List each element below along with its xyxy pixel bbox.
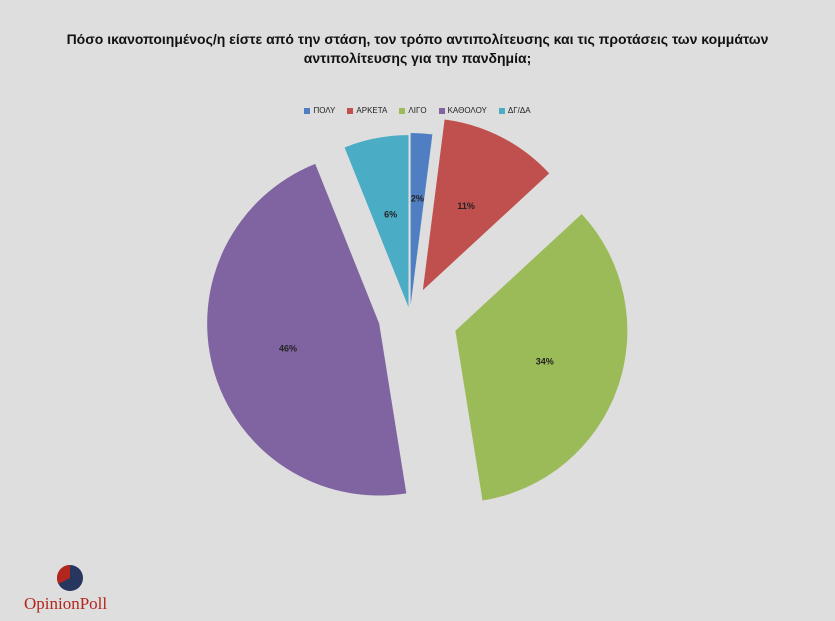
legend-label-1: ΑΡΚΕΤΑ xyxy=(356,106,388,115)
legend-item-3: ΚΑΘΟΛΟΥ xyxy=(438,106,487,115)
pie-slice-1 xyxy=(422,119,550,291)
slice-label-1: 11% xyxy=(457,201,475,211)
legend-swatch-1 xyxy=(347,107,354,114)
slice-label-4: 6% xyxy=(384,209,397,219)
slice-label-0: 2% xyxy=(411,194,424,204)
slice-label-3: 46% xyxy=(279,344,297,354)
opinionpoll-logo: OpinionPoll xyxy=(24,564,134,616)
legend-swatch-0 xyxy=(304,107,311,114)
legend-item-2: ΛΙΓΟ xyxy=(399,106,427,115)
legend-swatch-2 xyxy=(399,107,406,114)
legend-label-0: ΠΟΛΥ xyxy=(313,106,336,115)
legend-item-1: ΑΡΚΕΤΑ xyxy=(347,106,387,115)
chart-legend: ΠΟΛΥ ΑΡΚΕΤΑ ΛΙΓΟ ΚΑΘΟΛΟΥ ΔΓ/ΔΑ xyxy=(0,106,835,115)
chart-title: Πόσο ικανοποιημένος/η είστε από την στάσ… xyxy=(40,30,795,68)
legend-swatch-4 xyxy=(498,107,505,114)
pie-slice-3 xyxy=(207,163,407,496)
legend-label-3: ΚΑΘΟΛΟΥ xyxy=(447,106,487,115)
opinionpoll-logo-mark-icon xyxy=(56,565,83,591)
chart-title-line-1: Πόσο ικανοποιημένος/η είστε από την στάσ… xyxy=(66,31,769,47)
slice-label-2: 34% xyxy=(536,357,554,367)
legend-item-4: ΔΓ/ΔΑ xyxy=(498,106,531,115)
legend-label-4: ΔΓ/ΔΑ xyxy=(507,106,531,115)
pie-slice-0 xyxy=(410,133,433,306)
logo-text: OpinionPoll xyxy=(24,594,108,613)
legend-label-2: ΛΙΓΟ xyxy=(408,106,427,115)
pie-slice-4 xyxy=(344,135,409,308)
pie-slice-2 xyxy=(455,213,628,501)
chart-title-line-2: αντιπολίτευσης για την πανδημία; xyxy=(303,50,532,66)
legend-swatch-3 xyxy=(438,107,445,114)
legend-item-0: ΠΟΛΥ xyxy=(304,106,335,115)
